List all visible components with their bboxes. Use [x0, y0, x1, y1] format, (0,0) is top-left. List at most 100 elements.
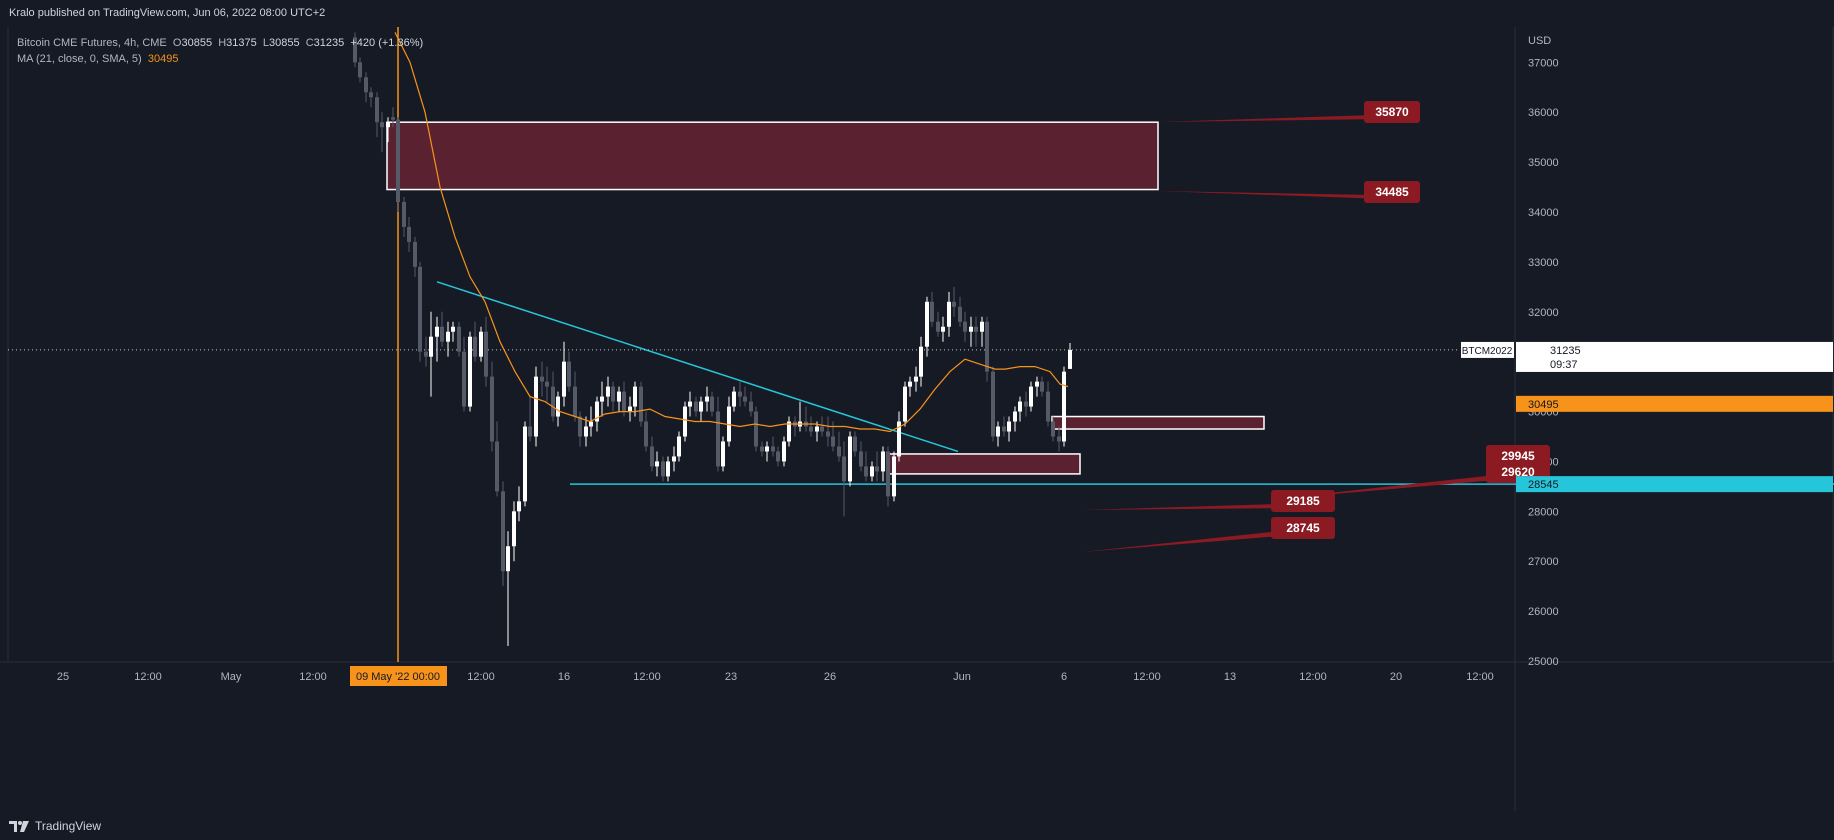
callout-pointer [1082, 531, 1293, 552]
candle-body [776, 451, 780, 462]
y-tick-label: 26000 [1528, 606, 1559, 618]
callout-box [1271, 490, 1335, 512]
symbol-tag [1461, 341, 1514, 358]
ma-legend-row[interactable]: MA (21, close, 0, SMA, 5) 30495 [17, 51, 423, 67]
callout-box [1486, 445, 1550, 483]
candle-body [809, 426, 813, 432]
candle-body [732, 391, 736, 407]
x-tick-label: 12:00 [1466, 671, 1494, 683]
candle-body [826, 431, 830, 437]
close-label: C [305, 37, 314, 49]
candle-body [644, 421, 648, 447]
time-axis[interactable]: 25 12:00 May 12:00 09 May '22 00:00 12:00 16 12… [57, 666, 1494, 686]
candle-body [479, 331, 483, 357]
candle-body [919, 346, 923, 377]
close-value: 31235 [313, 37, 345, 49]
candle-body [705, 396, 709, 402]
currency-label: USD [1528, 35, 1551, 47]
candle-body [380, 122, 384, 128]
open-value: 30855 [181, 37, 213, 49]
price-zone [386, 121, 1159, 191]
candle-body [996, 426, 1000, 437]
candle-body [523, 426, 527, 502]
candle-body [853, 436, 857, 452]
candle-body [364, 77, 368, 93]
candle-body [941, 326, 945, 332]
candle-body [402, 202, 406, 227]
open-label: O [172, 37, 182, 49]
candle-body [974, 326, 978, 332]
callout-label: 29620 [1501, 465, 1535, 479]
y-tick-label: 33000 [1528, 257, 1559, 269]
candle-body [672, 456, 676, 462]
candle-body [837, 446, 841, 457]
candle-body [985, 321, 989, 372]
callout-box [1364, 101, 1420, 123]
candle-body [391, 117, 395, 120]
candle-body [710, 396, 714, 412]
candle-body [501, 491, 505, 572]
candle-body [358, 62, 362, 78]
current-price-tag [1516, 341, 1833, 372]
candle-body [407, 226, 411, 242]
bar-countdown: 09:37 [1550, 359, 1578, 371]
candle-body [617, 391, 621, 402]
candle-body [1002, 426, 1006, 432]
change-value: +420 (+1.36%) [350, 37, 424, 49]
ma-value: 30495 [147, 53, 179, 65]
candle-body [727, 406, 731, 442]
candle-body [666, 461, 670, 477]
candle-body [952, 301, 956, 307]
candle-body [468, 336, 472, 407]
high-label: H [218, 37, 227, 49]
low-value: 30855 [268, 37, 300, 49]
candle-body [446, 331, 450, 342]
symbol-legend-row[interactable]: Bitcoin CME Futures, 4h, CME O30855 H313… [17, 35, 423, 51]
y-tick-label: 32000 [1528, 307, 1559, 319]
x-tick-label: 26 [824, 671, 836, 683]
tradingview-brand[interactable]: TradingView [9, 815, 101, 837]
x-tick-label: 6 [1061, 671, 1067, 683]
candle-body [721, 441, 725, 467]
y-tick-label: 36000 [1528, 107, 1559, 119]
candle-body [754, 411, 758, 447]
publish-text: Kralo published on TradingView.com, Jun … [9, 7, 326, 19]
candle-body [375, 97, 379, 123]
candle-body [991, 371, 995, 437]
candle-body [947, 301, 951, 327]
x-tick-highlight [350, 666, 447, 686]
candle-body [562, 361, 566, 397]
candle-body [1051, 421, 1055, 437]
callout-pointer [1158, 191, 1386, 199]
x-tick-label: 09 May '22 00:00 [356, 671, 440, 683]
callout-label: 28745 [1286, 521, 1320, 535]
candle-body [765, 446, 769, 452]
candle-body [881, 451, 885, 472]
candle-body [413, 241, 417, 267]
y-tick-label: 34000 [1528, 207, 1559, 219]
x-tick-label: 12:00 [1133, 671, 1161, 683]
candle-body [677, 436, 681, 457]
chart-legend[interactable]: Bitcoin CME Futures, 4h, CME O30855 H313… [17, 35, 423, 67]
candle-body [925, 301, 929, 347]
candle-body [969, 326, 973, 332]
candle-body [936, 321, 940, 332]
candle-body [820, 426, 824, 432]
candle-body [396, 119, 400, 203]
ma-price-value: 30495 [1528, 399, 1559, 411]
candle-body [859, 451, 863, 467]
candle-body [787, 421, 791, 442]
candle-body [512, 511, 516, 547]
candle-body [606, 386, 610, 397]
candle-body [429, 336, 433, 357]
symbol-name: Bitcoin CME Futures, 4h, CME [17, 37, 167, 49]
price-zone [1051, 415, 1265, 430]
candle-body [749, 401, 753, 412]
candle-body [424, 351, 428, 357]
candle-body [738, 391, 742, 397]
candle-body [495, 441, 499, 492]
candle-body [914, 376, 918, 382]
candle-body [908, 381, 912, 387]
candle-body [963, 321, 967, 332]
